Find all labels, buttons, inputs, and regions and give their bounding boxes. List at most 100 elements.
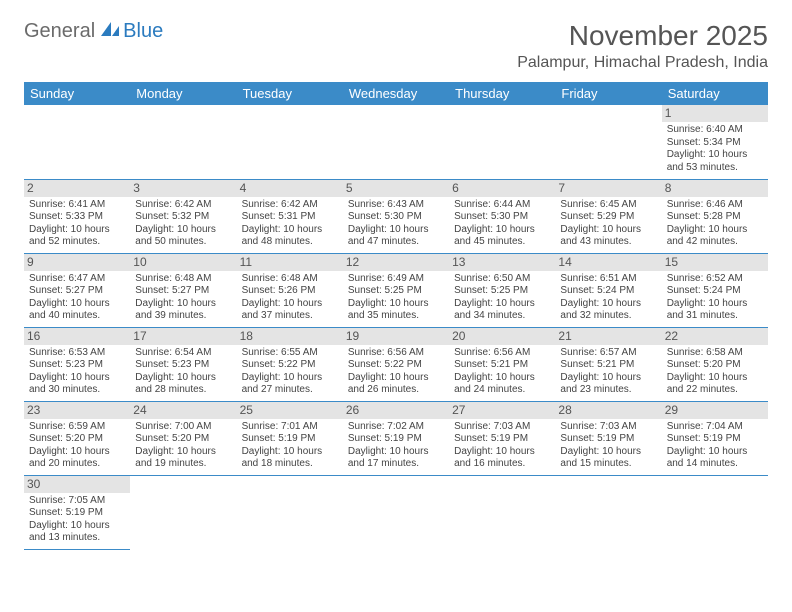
calendar-cell: 15Sunrise: 6:52 AMSunset: 5:24 PMDayligh… (662, 253, 768, 327)
day-number: 28 (555, 402, 661, 419)
calendar-cell: 13Sunrise: 6:50 AMSunset: 5:25 PMDayligh… (449, 253, 555, 327)
day-number: 23 (24, 402, 130, 419)
calendar-cell: 2 Sunrise: 6:41 AMSunset: 5:33 PMDaylight… (24, 179, 130, 253)
day-number: 10 (130, 254, 236, 271)
day-info: Sunrise: 7:05 AMSunset: 5:19 PMDaylight:… (28, 495, 126, 545)
calendar-cell (24, 105, 130, 179)
calendar-head: Sunday Monday Tuesday Wednesday Thursday… (24, 82, 768, 105)
dow-header: Sunday (24, 82, 130, 105)
calendar-row: 30Sunrise: 7:05 AMSunset: 5:19 PMDayligh… (24, 475, 768, 549)
day-number: 5 (343, 180, 449, 197)
dow-header: Wednesday (343, 82, 449, 105)
calendar-cell (555, 105, 661, 179)
calendar-cell (449, 105, 555, 179)
calendar-cell: 7Sunrise: 6:45 AMSunset: 5:29 PMDaylight… (555, 179, 661, 253)
calendar-cell: 21 Sunrise: 6:57 AMSunset: 5:21 PMDayligh… (555, 327, 661, 401)
calendar-cell: 17 Sunrise: 6:54 AMSunset: 5:23 PMDayligh… (130, 327, 236, 401)
day-info: Sunrise: 6:58 AMSunset: 5:20 PMDaylight:… (666, 347, 764, 397)
day-info: Sunrise: 6:41 AMSunset: 5:33 PMDaylight:… (28, 199, 126, 249)
page-header: General Blue November 2025 Palampur, Him… (24, 20, 768, 72)
day-info: Sunrise: 6:48 AMSunset: 5:27 PMDaylight:… (134, 273, 232, 323)
day-info: Sunrise: 6:55 AMSunset: 5:22 PMDaylight:… (241, 347, 339, 397)
calendar-cell: 16Sunrise: 6:53 AMSunset: 5:23 PMDayligh… (24, 327, 130, 401)
day-info: Sunrise: 6:45 AMSunset: 5:29 PMDaylight:… (559, 199, 657, 249)
day-info: Sunrise: 6:59 AMSunset: 5:20 PMDaylight:… (28, 421, 126, 471)
dow-header: Thursday (449, 82, 555, 105)
day-number: 24 (130, 402, 236, 419)
calendar-cell: 20Sunrise: 6:56 AMSunset: 5:21 PMDayligh… (449, 327, 555, 401)
day-info: Sunrise: 6:54 AMSunset: 5:23 PMDaylight:… (134, 347, 232, 397)
dow-header: Friday (555, 82, 661, 105)
day-number: 4 (237, 180, 343, 197)
calendar-cell (662, 475, 768, 549)
day-number: 26 (343, 402, 449, 419)
day-number: 12 (343, 254, 449, 271)
day-info: Sunrise: 6:51 AMSunset: 5:24 PMDaylight:… (559, 273, 657, 323)
calendar-row: 23 Sunrise: 6:59 AMSunset: 5:20 PMDayligh… (24, 401, 768, 475)
brand-logo: General Blue (24, 20, 163, 43)
dow-header: Monday (130, 82, 236, 105)
day-info: Sunrise: 7:02 AMSunset: 5:19 PMDaylight:… (347, 421, 445, 471)
calendar-row: 1 Sunrise: 6:40 AMSunset: 5:34 PMDaylight… (24, 105, 768, 179)
day-number: 29 (662, 402, 768, 419)
calendar-cell (237, 105, 343, 179)
day-number: 1 (662, 105, 768, 122)
day-info: Sunrise: 6:40 AMSunset: 5:34 PMDaylight:… (666, 124, 764, 174)
day-info: Sunrise: 6:56 AMSunset: 5:21 PMDaylight:… (453, 347, 551, 397)
brand-general: General (24, 20, 95, 43)
calendar-body: 1 Sunrise: 6:40 AMSunset: 5:34 PMDaylight… (24, 105, 768, 549)
day-number: 11 (237, 254, 343, 271)
day-number: 8 (662, 180, 768, 197)
calendar-cell: 28 Sunrise: 7:03 AMSunset: 5:19 PMDayligh… (555, 401, 661, 475)
dow-header: Saturday (662, 82, 768, 105)
calendar-cell: 14 Sunrise: 6:51 AMSunset: 5:24 PMDayligh… (555, 253, 661, 327)
calendar-cell: 3 Sunrise: 6:42 AMSunset: 5:32 PMDaylight… (130, 179, 236, 253)
calendar-cell: 12 Sunrise: 6:49 AMSunset: 5:25 PMDayligh… (343, 253, 449, 327)
day-number: 27 (449, 402, 555, 419)
calendar-cell (343, 105, 449, 179)
calendar-cell: 1 Sunrise: 6:40 AMSunset: 5:34 PMDaylight… (662, 105, 768, 179)
brand-sail-icon (99, 20, 121, 43)
calendar-cell: 9 Sunrise: 6:47 AMSunset: 5:27 PMDaylight… (24, 253, 130, 327)
calendar-row: 9 Sunrise: 6:47 AMSunset: 5:27 PMDaylight… (24, 253, 768, 327)
day-info: Sunrise: 6:42 AMSunset: 5:31 PMDaylight:… (241, 199, 339, 249)
dow-header: Tuesday (237, 82, 343, 105)
calendar-cell (555, 475, 661, 549)
day-info: Sunrise: 7:03 AMSunset: 5:19 PMDaylight:… (559, 421, 657, 471)
calendar-cell (449, 475, 555, 549)
day-number: 3 (130, 180, 236, 197)
brand-blue: Blue (123, 20, 163, 43)
day-info: Sunrise: 6:49 AMSunset: 5:25 PMDaylight:… (347, 273, 445, 323)
title-block: November 2025 Palampur, Himachal Pradesh… (517, 20, 768, 72)
day-info: Sunrise: 7:04 AMSunset: 5:19 PMDaylight:… (666, 421, 764, 471)
day-number: 2 (24, 180, 130, 197)
day-number: 21 (555, 328, 661, 345)
day-number: 16 (24, 328, 130, 345)
calendar-row: 2 Sunrise: 6:41 AMSunset: 5:33 PMDaylight… (24, 179, 768, 253)
calendar-cell: 26 Sunrise: 7:02 AMSunset: 5:19 PMDayligh… (343, 401, 449, 475)
calendar-cell: 18Sunrise: 6:55 AMSunset: 5:22 PMDayligh… (237, 327, 343, 401)
day-number: 6 (449, 180, 555, 197)
day-number: 17 (130, 328, 236, 345)
calendar-cell: 24 Sunrise: 7:00 AMSunset: 5:20 PMDayligh… (130, 401, 236, 475)
calendar-cell: 10 Sunrise: 6:48 AMSunset: 5:27 PMDayligh… (130, 253, 236, 327)
calendar-cell: 30Sunrise: 7:05 AMSunset: 5:19 PMDayligh… (24, 475, 130, 549)
day-info: Sunrise: 7:00 AMSunset: 5:20 PMDaylight:… (134, 421, 232, 471)
calendar-cell: 6Sunrise: 6:44 AMSunset: 5:30 PMDaylight… (449, 179, 555, 253)
month-title: November 2025 (517, 20, 768, 52)
day-info: Sunrise: 7:03 AMSunset: 5:19 PMDaylight:… (453, 421, 551, 471)
calendar-cell: 11 Sunrise: 6:48 AMSunset: 5:26 PMDayligh… (237, 253, 343, 327)
day-info: Sunrise: 6:50 AMSunset: 5:25 PMDaylight:… (453, 273, 551, 323)
day-info: Sunrise: 7:01 AMSunset: 5:19 PMDaylight:… (241, 421, 339, 471)
day-number: 14 (555, 254, 661, 271)
calendar-cell: 29 Sunrise: 7:04 AMSunset: 5:19 PMDayligh… (662, 401, 768, 475)
day-info: Sunrise: 6:56 AMSunset: 5:22 PMDaylight:… (347, 347, 445, 397)
day-info: Sunrise: 6:48 AMSunset: 5:26 PMDaylight:… (241, 273, 339, 323)
calendar-cell: 23 Sunrise: 6:59 AMSunset: 5:20 PMDayligh… (24, 401, 130, 475)
day-info: Sunrise: 6:42 AMSunset: 5:32 PMDaylight:… (134, 199, 232, 249)
calendar-cell (237, 475, 343, 549)
day-info: Sunrise: 6:57 AMSunset: 5:21 PMDaylight:… (559, 347, 657, 397)
day-info: Sunrise: 6:47 AMSunset: 5:27 PMDaylight:… (28, 273, 126, 323)
day-number: 19 (343, 328, 449, 345)
day-number: 9 (24, 254, 130, 271)
